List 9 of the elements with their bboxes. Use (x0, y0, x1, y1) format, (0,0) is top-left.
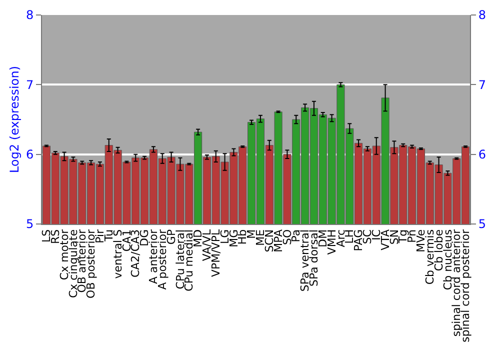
y-axis-title: Log2 (expression) (7, 66, 22, 173)
y2-tick-label: 7 (478, 78, 486, 92)
y-tick-label: 5 (26, 217, 34, 232)
y2-tick-label: 5 (478, 217, 486, 232)
y2-tick-label: 8 (478, 8, 486, 22)
y-tick-label: 8 (26, 8, 34, 22)
y2-tick-label: 6 (478, 148, 486, 162)
y-tick-label: 7 (26, 78, 34, 92)
y-tick-label: 6 (26, 148, 34, 162)
